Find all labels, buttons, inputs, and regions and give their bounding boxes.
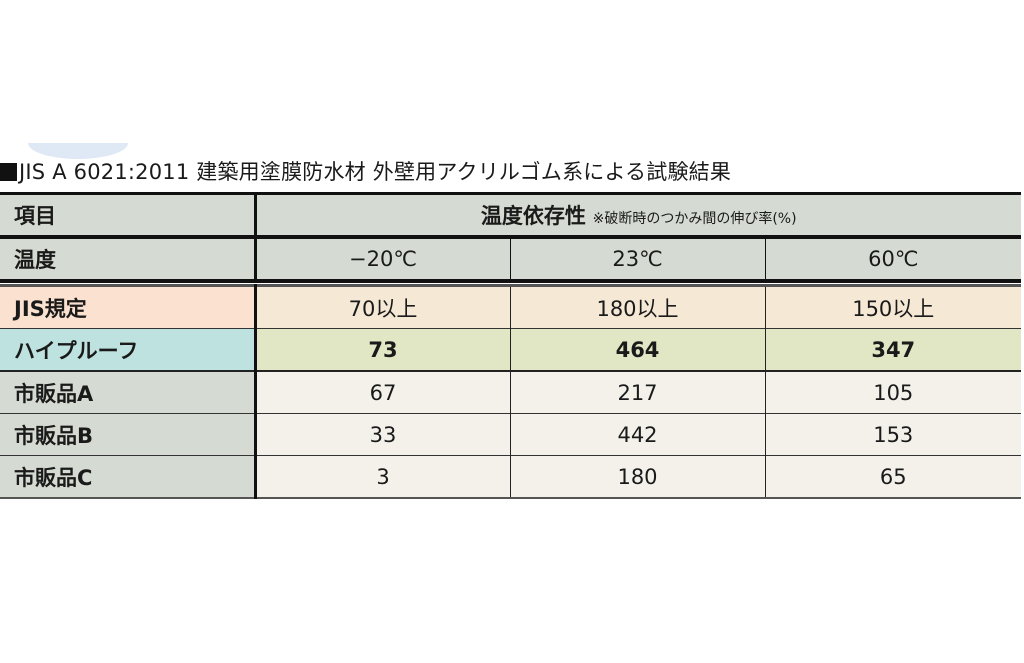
cell: 464 bbox=[509, 328, 765, 371]
cell: 70以上 bbox=[254, 285, 510, 329]
cell: 347 bbox=[764, 328, 1021, 371]
table-row: 市販品B 33 442 153 bbox=[0, 413, 1021, 456]
cell: 3 bbox=[254, 455, 510, 498]
title-text: JIS A 6021:2011 建築用塗膜防水材 外壁用アクリルゴム系による試験… bbox=[19, 160, 732, 184]
temp-col-1: −20℃ bbox=[254, 237, 510, 281]
page-title: JIS A 6021:2011 建築用塗膜防水材 外壁用アクリルゴム系による試験… bbox=[0, 158, 731, 186]
cell: 73 bbox=[254, 328, 510, 371]
cell: 33 bbox=[254, 413, 510, 456]
temp-header: 温度 bbox=[0, 237, 257, 281]
table-row: ハイプルーフ 73 464 347 bbox=[0, 328, 1021, 371]
property-header: 温度依存性 ※破断時のつかみ間の伸び率(%) bbox=[254, 193, 1021, 239]
cell: 67 bbox=[254, 370, 510, 414]
table-row: 市販品C 3 180 65 bbox=[0, 455, 1021, 498]
cell: 180以上 bbox=[509, 285, 765, 329]
property-note: ※破断時のつかみ間の伸び率(%) bbox=[592, 211, 797, 227]
row-label: 市販品A bbox=[0, 370, 257, 414]
temp-col-3: 60℃ bbox=[764, 237, 1021, 281]
item-header: 項目 bbox=[0, 193, 257, 239]
results-table: JIS規定 70以上 180以上 150以上 ハイプルーフ 73 464 347… bbox=[0, 284, 1021, 499]
temp-col-2: 23℃ bbox=[509, 237, 765, 281]
row-label: 市販品C bbox=[0, 455, 257, 498]
property-label: 温度依存性 bbox=[480, 204, 586, 228]
table-row: 市販品A 67 217 105 bbox=[0, 370, 1021, 414]
table-header: 項目 温度依存性 ※破断時のつかみ間の伸び率(%) 温度 −20℃ 23℃ 60… bbox=[0, 192, 1021, 283]
cell: 150以上 bbox=[764, 285, 1021, 329]
cell: 180 bbox=[509, 455, 765, 498]
cell: 442 bbox=[509, 413, 765, 456]
cell: 217 bbox=[509, 370, 765, 414]
row-label: 市販品B bbox=[0, 413, 257, 456]
row-label: JIS規定 bbox=[0, 285, 257, 329]
square-bullet-icon bbox=[0, 163, 17, 181]
cell: 65 bbox=[764, 455, 1021, 498]
cell: 153 bbox=[764, 413, 1021, 456]
table-row: JIS規定 70以上 180以上 150以上 bbox=[0, 285, 1021, 329]
decorative-shape bbox=[28, 143, 128, 159]
row-label: ハイプルーフ bbox=[0, 328, 257, 371]
cell: 105 bbox=[764, 370, 1021, 414]
